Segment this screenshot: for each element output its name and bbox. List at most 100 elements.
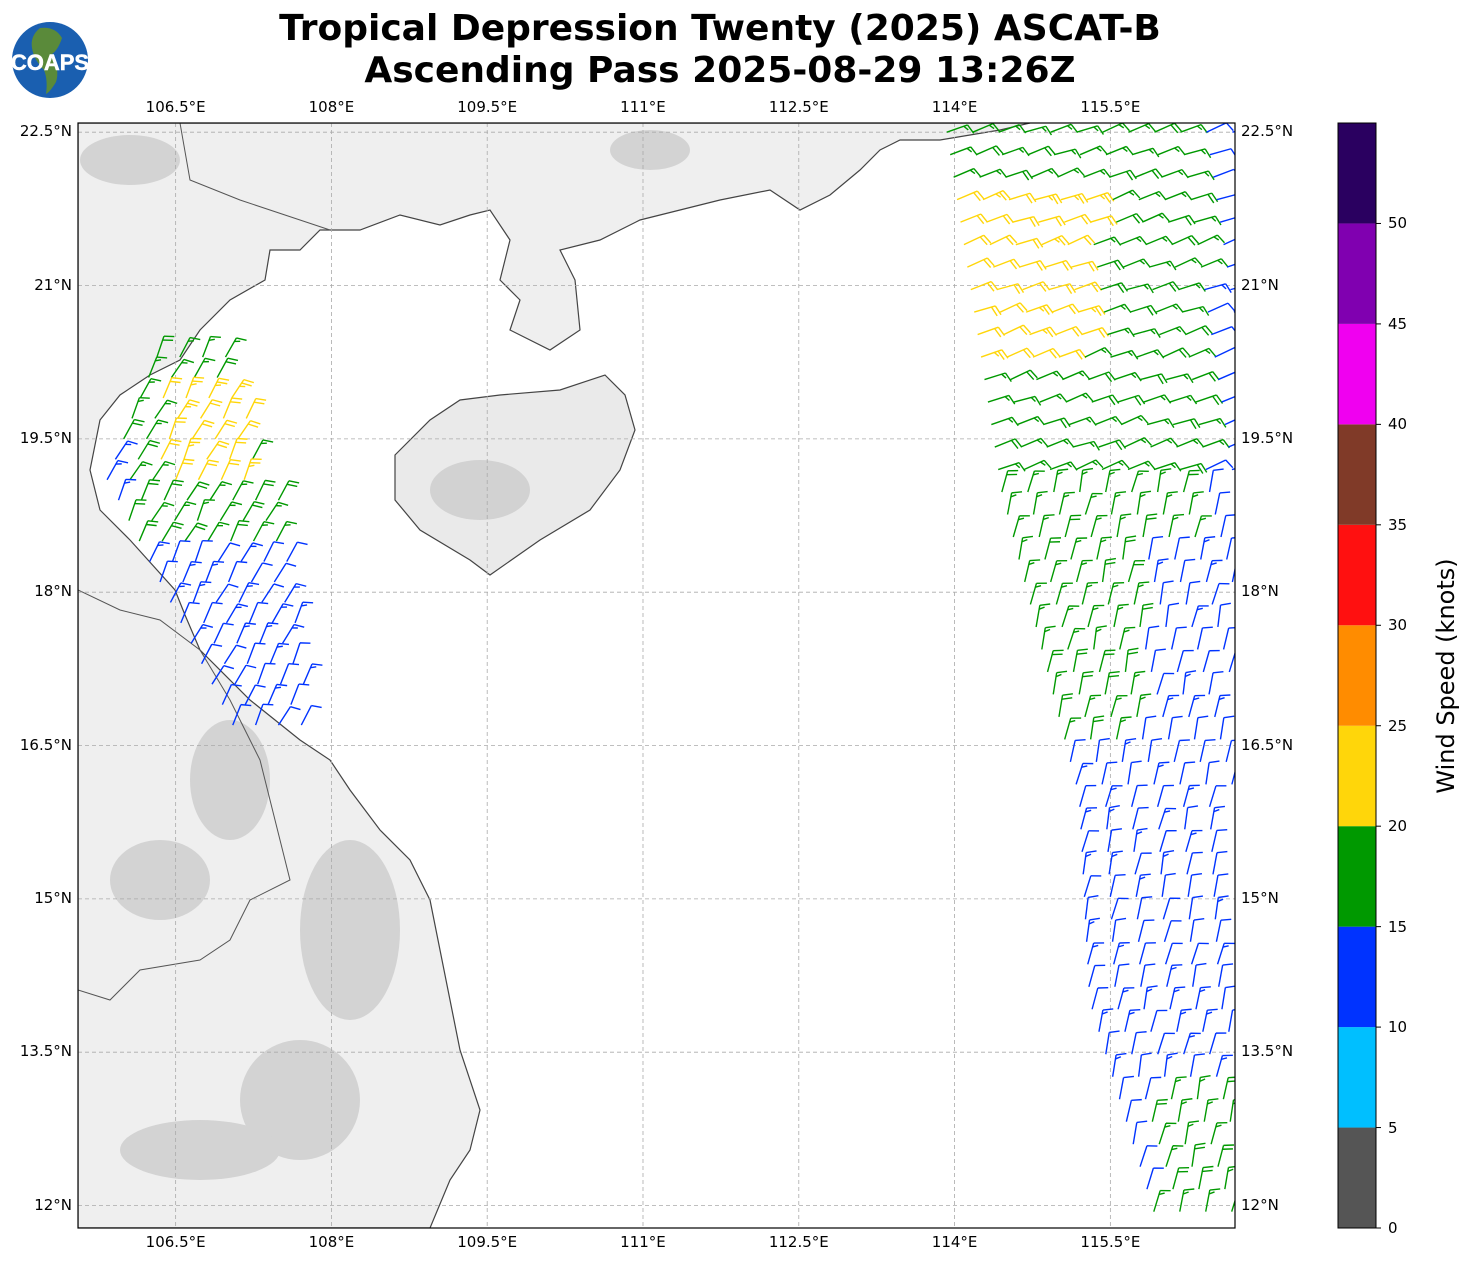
wind-barb (997, 461, 1026, 472)
wind-barb (273, 562, 297, 583)
wind-barb (1205, 559, 1223, 583)
wind-barb (1079, 784, 1097, 808)
wind-barb (1194, 515, 1212, 538)
wind-barb (145, 419, 169, 440)
lon-tick-label-top: 114°E (931, 98, 978, 116)
wind-barb (1189, 1053, 1205, 1077)
wind-barb (1005, 169, 1034, 181)
wind-barb (1108, 850, 1123, 875)
wind-barb (1159, 325, 1187, 336)
lon-tick-label-bottom: 115.5°E (1080, 1233, 1141, 1251)
wind-barb (1188, 491, 1204, 515)
wind-barb (1137, 1052, 1152, 1077)
wind-barb (1055, 582, 1073, 605)
wind-barb (1208, 785, 1227, 808)
wind-barb (1200, 258, 1229, 268)
wind-barb (222, 397, 243, 419)
wind-barb (1184, 1120, 1200, 1145)
wind-barb (1018, 535, 1034, 560)
wind-barb (1198, 417, 1227, 428)
wind-barb (159, 560, 178, 583)
wind-barb (1124, 1008, 1141, 1032)
wind-barb (1195, 394, 1224, 406)
wind-barb (1008, 192, 1037, 204)
wind-barb (1214, 895, 1229, 920)
wind-barb (1184, 805, 1199, 830)
wind-barb (1088, 964, 1106, 987)
wind-barb (1129, 304, 1158, 316)
wind-barb (1191, 1142, 1206, 1167)
wind-barb (1179, 558, 1196, 583)
wind-barb (1051, 303, 1080, 315)
wind-barb (1213, 873, 1229, 897)
lon-tick-label-top: 115.5°E (1080, 98, 1141, 116)
wind-barb (1202, 1008, 1218, 1032)
wind-barb (1041, 235, 1070, 246)
wind-barb (292, 642, 311, 664)
wind-barb (200, 643, 223, 665)
wind-barb (1211, 829, 1228, 852)
wind-barb (1158, 807, 1177, 830)
wind-barb (1117, 987, 1135, 1010)
wind-barb (192, 581, 212, 603)
wind-barb (1115, 716, 1132, 740)
wind-barb (1162, 694, 1180, 718)
wind-barb (1053, 148, 1082, 159)
wind-barb (1174, 536, 1190, 560)
wind-barb (196, 499, 215, 521)
wind-barb (1032, 490, 1048, 515)
wind-barb (1090, 514, 1108, 538)
wind-barb (1150, 437, 1178, 448)
wind-barb (1120, 414, 1149, 426)
wind-barb (1132, 1120, 1148, 1145)
wind-barb (1187, 170, 1215, 181)
wind-barb (220, 458, 241, 481)
wind-barb (171, 540, 191, 562)
wind-barb (1063, 717, 1082, 740)
wind-barb (1094, 415, 1123, 426)
lat-tick-label-left: 13.5°N (19, 1042, 72, 1061)
wind-barb (294, 601, 314, 624)
wind-barb (1101, 459, 1130, 471)
wind-barb (1228, 1009, 1235, 1032)
wind-barb (1185, 829, 1203, 853)
wind-barb (1072, 648, 1088, 673)
wind-barb (1122, 258, 1151, 268)
wind-barb (221, 683, 242, 705)
lat-tick-label-right: 21°N (1241, 275, 1279, 294)
lat-tick-label-left: 16.5°N (19, 735, 72, 754)
wind-barb (1113, 603, 1129, 628)
wind-barb (974, 305, 1002, 317)
colorbar-tick-label: 15 (1388, 917, 1408, 936)
wind-barb (160, 439, 182, 460)
gridlines (78, 123, 1235, 1228)
wind-barb (1110, 491, 1127, 515)
wind-barb (1151, 1098, 1168, 1122)
lon-tick-label-bottom: 106.5°E (145, 1233, 206, 1251)
wind-barb (1013, 395, 1042, 406)
wind-barb (1105, 468, 1121, 493)
wind-barb (1219, 715, 1235, 740)
svg-text:COAPS: COAPS (11, 50, 89, 75)
wind-barb (1190, 942, 1209, 965)
wind-barb (1119, 235, 1148, 246)
wind-barb (182, 560, 202, 583)
wind-barb (169, 582, 192, 603)
wind-barb (1127, 460, 1156, 471)
wind-barb (1143, 394, 1172, 404)
wind-barb (1105, 145, 1134, 156)
wind-barb (242, 500, 265, 521)
wind-barb (1075, 459, 1104, 471)
wind-barb (168, 417, 187, 440)
wind-barb (282, 623, 305, 644)
wind-barb (1170, 1076, 1187, 1100)
wind-barb (1087, 604, 1105, 628)
wind-barb (1173, 739, 1190, 763)
wind-barb (1024, 125, 1053, 136)
wind-barb (1105, 785, 1123, 808)
wind-barb (993, 258, 1021, 270)
lon-tick-label-top: 111°E (620, 98, 666, 116)
wind-barb (1197, 234, 1225, 246)
wind-barb (224, 337, 247, 358)
wind-barb (216, 357, 239, 378)
